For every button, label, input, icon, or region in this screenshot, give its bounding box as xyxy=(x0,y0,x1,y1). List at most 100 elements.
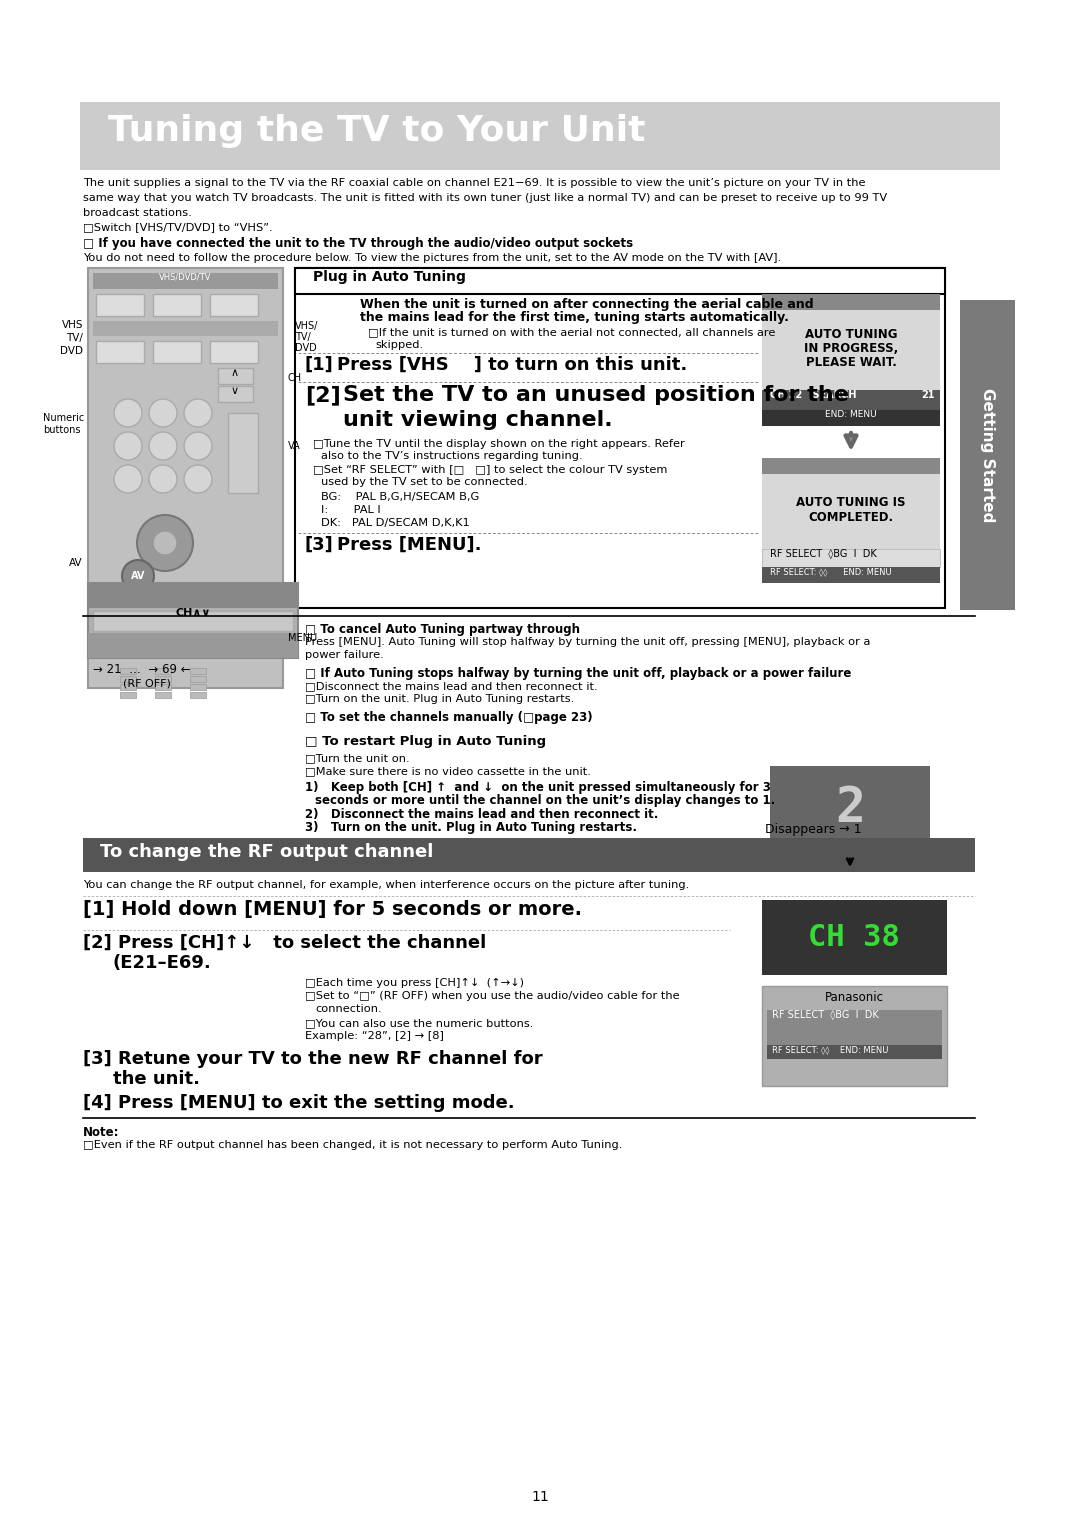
Bar xyxy=(190,685,206,691)
Text: Example: “28”, [2] → [8]: Example: “28”, [2] → [8] xyxy=(305,1031,444,1041)
Bar xyxy=(87,584,298,659)
Text: buttons: buttons xyxy=(43,425,81,435)
Text: (E21–E69.: (E21–E69. xyxy=(113,953,212,972)
Text: IN PROGRESS,: IN PROGRESS, xyxy=(804,342,899,354)
Bar xyxy=(762,474,940,549)
Text: CH∧∨: CH∧∨ xyxy=(175,608,211,617)
Text: DVD: DVD xyxy=(60,345,83,356)
Bar xyxy=(770,766,930,851)
Bar xyxy=(767,1045,942,1059)
Text: → 21  …  → 69 ←: → 21 … → 69 ← xyxy=(93,663,191,675)
Bar xyxy=(210,293,258,316)
Bar xyxy=(190,604,230,625)
Text: Disappears → 1: Disappears → 1 xyxy=(765,824,862,836)
Circle shape xyxy=(149,432,177,460)
Text: Note:: Note: xyxy=(83,1126,120,1138)
Text: same way that you watch TV broadcasts. The unit is fitted with its own tuner (ju: same way that you watch TV broadcasts. T… xyxy=(83,193,887,203)
Text: [3] Retune your TV to the new RF channel for: [3] Retune your TV to the new RF channel… xyxy=(83,1050,542,1068)
Text: □Turn on the unit. Plug in Auto Tuning restarts.: □Turn on the unit. Plug in Auto Tuning r… xyxy=(305,694,575,704)
Text: Press [MENU].: Press [MENU]. xyxy=(337,536,482,555)
Text: You can change the RF output channel, for example, when interference occurs on t: You can change the RF output channel, fo… xyxy=(83,880,689,889)
Bar xyxy=(93,274,278,289)
Bar xyxy=(762,410,940,426)
Text: 1)   Keep both [CH] ↑  and ↓  on the unit pressed simultaneously for 3: 1) Keep both [CH] ↑ and ↓ on the unit pr… xyxy=(305,781,771,795)
Text: COMPLETED.: COMPLETED. xyxy=(809,510,893,524)
Bar xyxy=(96,604,136,625)
Bar xyxy=(762,900,947,975)
Text: END: MENU: END: MENU xyxy=(825,410,877,419)
Bar xyxy=(190,692,206,698)
Bar xyxy=(218,368,253,384)
Circle shape xyxy=(234,636,252,654)
Bar xyxy=(120,675,136,681)
Text: TV/: TV/ xyxy=(66,333,83,342)
Bar xyxy=(960,299,1015,610)
Bar xyxy=(762,549,940,567)
Text: VHS/DVD/TV: VHS/DVD/TV xyxy=(159,274,212,283)
Circle shape xyxy=(114,465,141,494)
Bar xyxy=(156,668,171,674)
Text: VA: VA xyxy=(288,442,300,451)
Text: [4] Press [MENU] to exit the setting mode.: [4] Press [MENU] to exit the setting mod… xyxy=(83,1094,515,1112)
Circle shape xyxy=(149,399,177,426)
Bar xyxy=(767,1010,942,1045)
Circle shape xyxy=(122,559,154,591)
Text: [2] Press [CH]↑↓   to select the channel: [2] Press [CH]↑↓ to select the channel xyxy=(83,934,486,952)
Text: AV: AV xyxy=(131,571,145,581)
Text: Getting Started: Getting Started xyxy=(980,388,995,523)
Text: [1] Hold down [MENU] for 5 seconds or more.: [1] Hold down [MENU] for 5 seconds or mo… xyxy=(83,900,582,918)
Bar xyxy=(83,837,975,872)
Text: RF SELECT  ◊BG  I  DK: RF SELECT ◊BG I DK xyxy=(770,549,877,559)
Circle shape xyxy=(210,636,227,654)
Bar xyxy=(156,675,171,681)
Bar xyxy=(190,675,206,681)
Text: □ To restart Plug in Auto Tuning: □ To restart Plug in Auto Tuning xyxy=(305,735,546,749)
Text: the unit.: the unit. xyxy=(113,1070,200,1088)
Text: AUTO TUNING IS: AUTO TUNING IS xyxy=(796,497,906,509)
Text: [3]: [3] xyxy=(305,536,334,555)
Text: PLEASE WAIT.: PLEASE WAIT. xyxy=(806,356,896,368)
Text: BG:    PAL B,G,H/SECAM B,G: BG: PAL B,G,H/SECAM B,G xyxy=(321,492,480,503)
Text: CH: CH xyxy=(288,373,302,384)
Text: RF SELECT: ◊◊      END: MENU: RF SELECT: ◊◊ END: MENU xyxy=(770,567,892,576)
Bar xyxy=(93,611,293,631)
Bar xyxy=(96,341,144,364)
Text: unit viewing channel.: unit viewing channel. xyxy=(343,410,612,429)
Text: □Set to “□” (RF OFF) when you use the audio/video cable for the: □Set to “□” (RF OFF) when you use the au… xyxy=(305,992,679,1001)
Text: also to the TV’s instructions regarding tuning.: also to the TV’s instructions regarding … xyxy=(321,451,582,461)
Text: □ If you have connected the unit to the TV through the audio/video output socket: □ If you have connected the unit to the … xyxy=(83,237,633,251)
Text: ∧: ∧ xyxy=(231,368,239,377)
Text: the mains lead for the first time, tuning starts automatically.: the mains lead for the first time, tunin… xyxy=(360,312,788,324)
Text: used by the TV set to be connected.: used by the TV set to be connected. xyxy=(321,477,528,487)
Circle shape xyxy=(153,532,177,555)
Bar xyxy=(762,293,940,310)
Text: □Switch [VHS/TV/DVD] to “VHS”.: □Switch [VHS/TV/DVD] to “VHS”. xyxy=(83,222,272,232)
Text: 2: 2 xyxy=(835,784,865,833)
Text: To change the RF output channel: To change the RF output channel xyxy=(100,843,433,860)
Text: You do not need to follow the procedure below. To view the pictures from the uni: You do not need to follow the procedure … xyxy=(83,254,781,263)
Bar xyxy=(96,633,176,652)
Text: □ To cancel Auto Tuning partway through: □ To cancel Auto Tuning partway through xyxy=(305,623,580,636)
Text: RF SELECT  ◊BG  I  DK: RF SELECT ◊BG I DK xyxy=(772,1010,879,1021)
Bar xyxy=(762,458,940,474)
Bar xyxy=(87,584,298,608)
Text: AV: AV xyxy=(69,558,83,568)
Text: [2]: [2] xyxy=(305,385,341,405)
Text: AUTO TUNING: AUTO TUNING xyxy=(805,329,897,341)
Text: TV/: TV/ xyxy=(295,332,311,342)
Text: □If the unit is turned on with the aerial not connected, all channels are: □If the unit is turned on with the aeria… xyxy=(368,327,775,338)
Bar xyxy=(218,387,253,402)
Bar xyxy=(156,685,171,691)
Bar xyxy=(120,685,136,691)
Text: connection.: connection. xyxy=(315,1004,381,1015)
Text: □Even if the RF output channel has been changed, it is not necessary to perform : □Even if the RF output channel has been … xyxy=(83,1140,622,1151)
Text: VHS: VHS xyxy=(62,319,83,330)
Bar xyxy=(87,267,283,688)
Bar xyxy=(93,636,143,652)
Bar xyxy=(153,341,201,364)
Text: □Tune the TV until the display shown on the right appears. Refer: □Tune the TV until the display shown on … xyxy=(313,439,685,449)
Bar xyxy=(143,604,183,625)
Text: □Set “RF SELECT” with [□   □] to select the colour TV system: □Set “RF SELECT” with [□ □] to select th… xyxy=(313,465,667,475)
Circle shape xyxy=(184,432,212,460)
Bar xyxy=(762,310,940,390)
